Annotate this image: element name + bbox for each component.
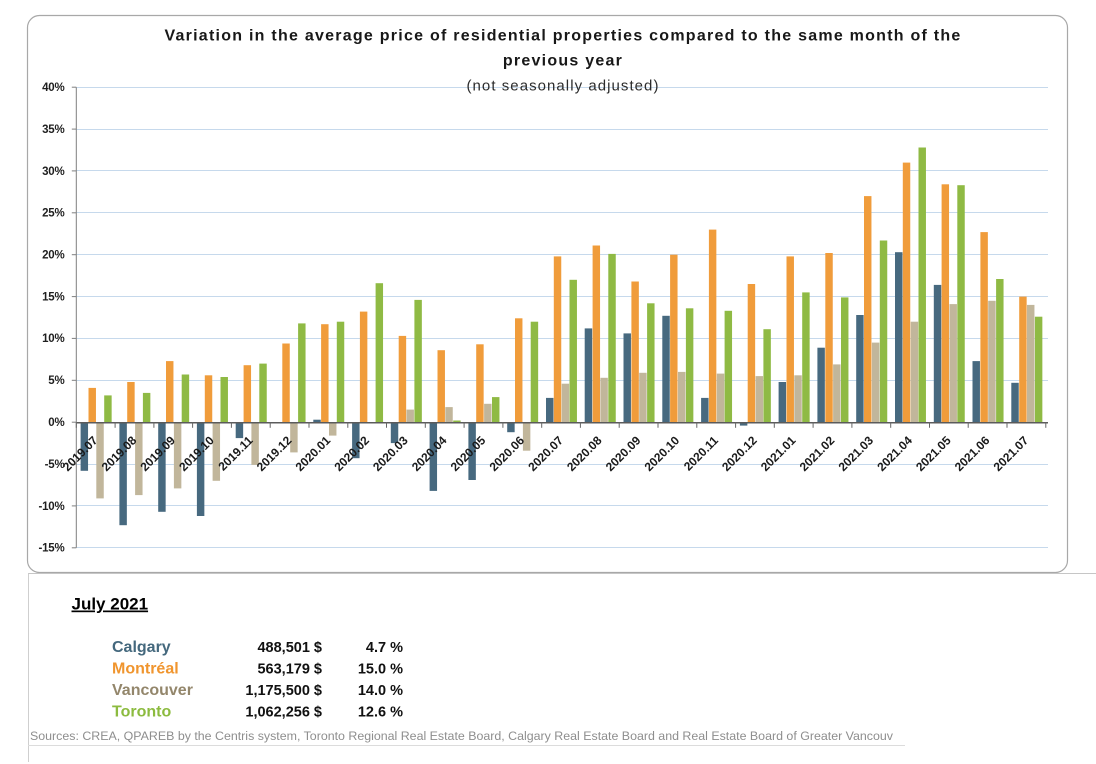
svg-text:2021.02: 2021.02 bbox=[797, 433, 838, 474]
svg-text:-5%: -5% bbox=[45, 459, 65, 471]
svg-text:2020.08: 2020.08 bbox=[564, 433, 605, 474]
svg-text:2020.12: 2020.12 bbox=[719, 433, 760, 474]
svg-text:2020.02: 2020.02 bbox=[331, 433, 372, 474]
svg-text:2020.03: 2020.03 bbox=[370, 433, 411, 474]
svg-text:2020.06: 2020.06 bbox=[487, 433, 528, 474]
svg-text:-10%: -10% bbox=[38, 501, 64, 513]
svg-text:2021.04: 2021.04 bbox=[874, 433, 915, 474]
svg-text:15.0 %: 15.0 % bbox=[358, 662, 403, 678]
svg-text:2019.08: 2019.08 bbox=[99, 433, 140, 474]
svg-text:2021.01: 2021.01 bbox=[758, 433, 799, 474]
svg-text:2019.10: 2019.10 bbox=[176, 433, 217, 474]
svg-text:July 2021: July 2021 bbox=[72, 595, 149, 614]
svg-text:10%: 10% bbox=[42, 333, 64, 345]
svg-text:Vancouver: Vancouver bbox=[112, 682, 193, 699]
svg-text:2020.10: 2020.10 bbox=[642, 433, 683, 474]
svg-text:2020.04: 2020.04 bbox=[409, 433, 450, 474]
svg-text:previous year: previous year bbox=[503, 53, 623, 70]
svg-text:25%: 25% bbox=[42, 208, 64, 220]
svg-text:20%: 20% bbox=[42, 250, 64, 262]
svg-text:2019.12: 2019.12 bbox=[254, 433, 295, 474]
svg-text:2020.01: 2020.01 bbox=[293, 433, 334, 474]
svg-text:2020.05: 2020.05 bbox=[448, 433, 489, 474]
svg-text:2021.03: 2021.03 bbox=[836, 433, 877, 474]
svg-text:2020.07: 2020.07 bbox=[525, 433, 566, 474]
svg-text:Calgary: Calgary bbox=[112, 639, 171, 656]
svg-text:40%: 40% bbox=[42, 82, 64, 94]
svg-text:2021.06: 2021.06 bbox=[952, 433, 993, 474]
svg-text:-15%: -15% bbox=[38, 543, 64, 555]
svg-text:Sources: CREA, QPAREB by the C: Sources: CREA, QPAREB by the Centris sys… bbox=[30, 729, 894, 743]
svg-text:2020.09: 2020.09 bbox=[603, 433, 644, 474]
svg-text:2020.11: 2020.11 bbox=[681, 433, 721, 473]
svg-text:Toronto: Toronto bbox=[112, 704, 171, 721]
svg-text:2019.09: 2019.09 bbox=[137, 433, 178, 474]
svg-text:0%: 0% bbox=[48, 417, 64, 429]
svg-text:12.6 %: 12.6 % bbox=[358, 705, 403, 721]
svg-text:2021.05: 2021.05 bbox=[913, 433, 954, 474]
svg-text:1,062,256 $: 1,062,256 $ bbox=[245, 705, 322, 721]
svg-text:563,179 $: 563,179 $ bbox=[257, 662, 322, 678]
svg-text:14.0 %: 14.0 % bbox=[358, 683, 403, 699]
svg-text:Variation in the average price: Variation in the average price of reside… bbox=[164, 27, 961, 44]
svg-text:2019.11: 2019.11 bbox=[216, 433, 256, 473]
svg-text:15%: 15% bbox=[42, 291, 64, 303]
svg-text:30%: 30% bbox=[42, 166, 64, 178]
svg-text:2019.07: 2019.07 bbox=[60, 433, 101, 474]
svg-text:5%: 5% bbox=[48, 375, 64, 387]
svg-text:1,175,500 $: 1,175,500 $ bbox=[245, 683, 322, 699]
svg-text:2021.07: 2021.07 bbox=[991, 433, 1032, 474]
svg-text:488,501 $: 488,501 $ bbox=[257, 640, 322, 656]
svg-text:(not seasonally adjusted): (not seasonally adjusted) bbox=[466, 78, 659, 95]
svg-text:Montréal: Montréal bbox=[112, 661, 179, 678]
svg-text:4.7 %: 4.7 % bbox=[366, 640, 403, 656]
svg-text:35%: 35% bbox=[42, 124, 64, 136]
